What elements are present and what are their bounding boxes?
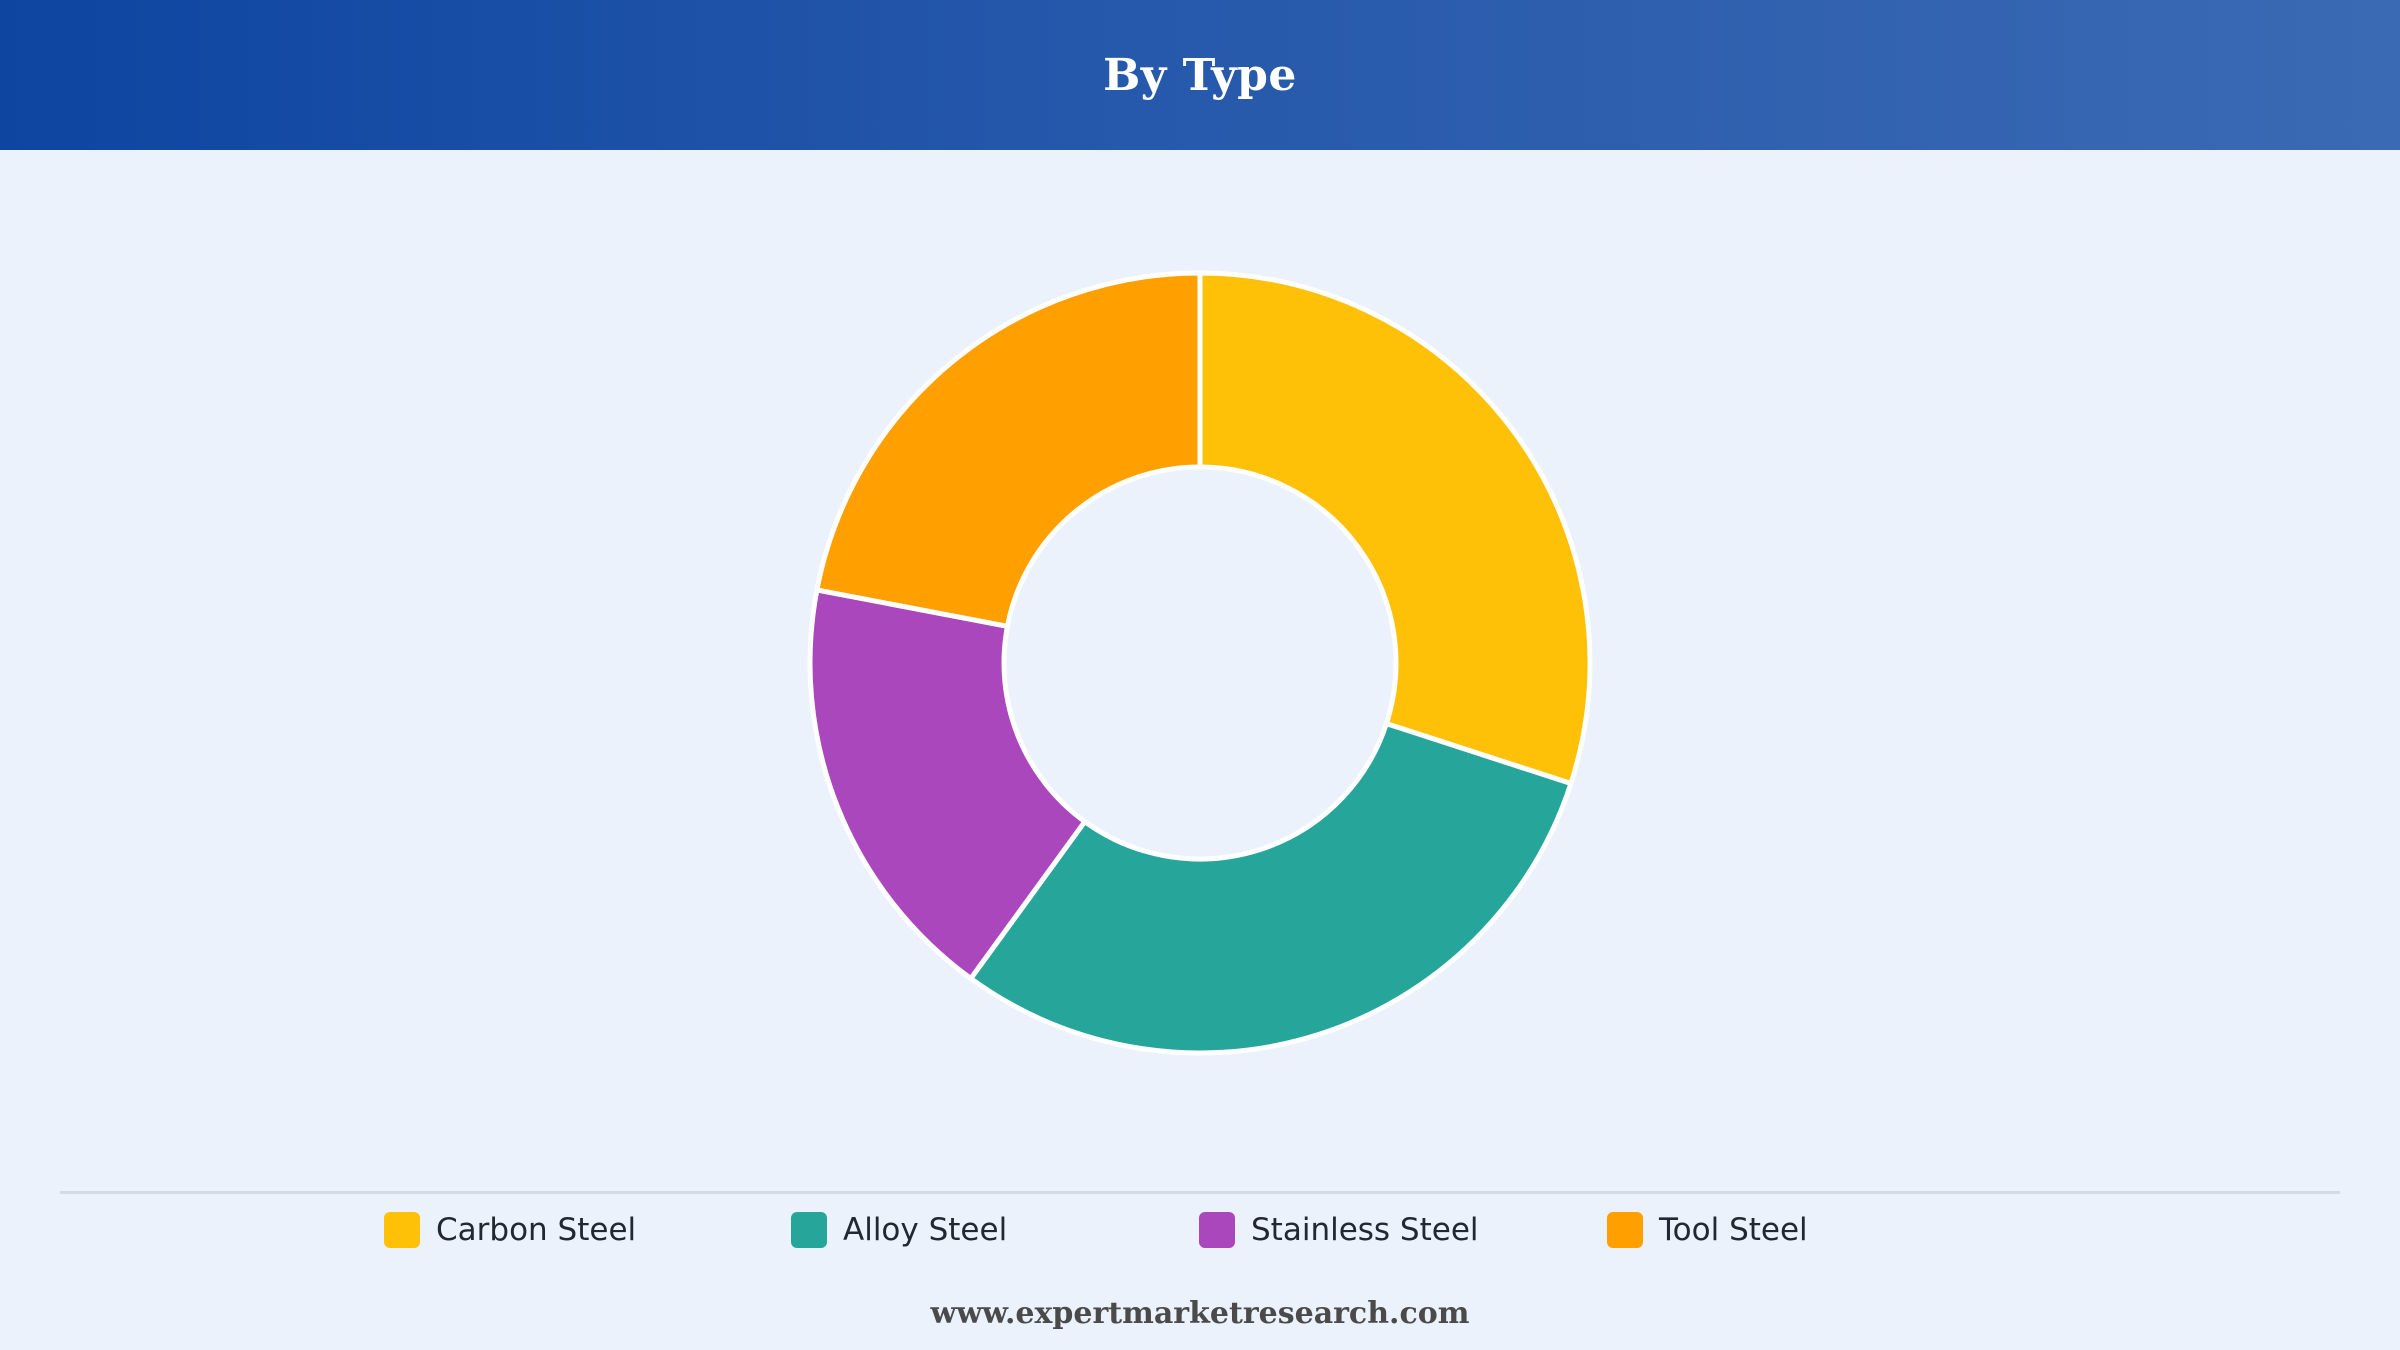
legend-swatch-carbon-steel [384, 1212, 420, 1248]
legend-label: Carbon Steel [436, 1212, 637, 1248]
legend: Carbon Steel Alloy Steel Stainless Steel… [0, 1210, 2400, 1250]
legend-item-carbon-steel[interactable]: Carbon Steel [384, 1210, 636, 1250]
legend-divider [60, 1191, 2340, 1194]
legend-item-stainless-steel[interactable]: Stainless Steel [1199, 1210, 1479, 1250]
slice-stainless-steel[interactable] [807, 587, 1088, 982]
legend-swatch-alloy-steel [791, 1212, 827, 1248]
donut-chart [807, 270, 1593, 1056]
slice-tool-steel[interactable] [814, 270, 1203, 629]
chart-title: By Type [1103, 49, 1297, 101]
legend-label: Alloy Steel [843, 1212, 1008, 1248]
legend-label: Tool Steel [1659, 1212, 1808, 1248]
legend-swatch-stainless-steel [1199, 1212, 1235, 1248]
header-banner: By Type [0, 0, 2400, 150]
legend-swatch-tool-steel [1607, 1212, 1643, 1248]
slice-carbon-steel[interactable] [1197, 270, 1593, 787]
chart-area [0, 150, 2400, 1180]
slice-alloy-steel[interactable] [968, 721, 1574, 1056]
legend-item-alloy-steel[interactable]: Alloy Steel [791, 1210, 1007, 1250]
source-footer: www.expertmarketresearch.com [930, 1296, 1470, 1331]
legend-item-tool-steel[interactable]: Tool Steel [1607, 1210, 1808, 1250]
legend-label: Stainless Steel [1251, 1212, 1479, 1248]
